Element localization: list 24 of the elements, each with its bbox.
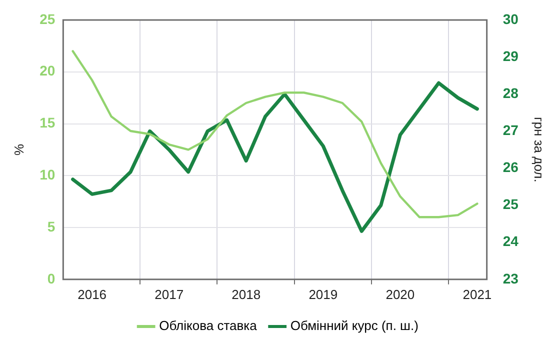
y2-tick-label: 30 (502, 10, 519, 27)
y2-axis-title: грн за дол. (532, 117, 547, 182)
y-tick-label: 0 (47, 270, 56, 286)
y-tick-label: 25 (40, 10, 56, 27)
y2-tick-label: 27 (502, 122, 519, 138)
y2-tick-label: 26 (502, 159, 519, 176)
x-tick-label: 2018 (232, 286, 261, 302)
x-tick-label: 2020 (386, 286, 415, 302)
legend-label: Облікова ставка (159, 318, 258, 334)
y-axis-title: % (11, 143, 26, 156)
y-tick-label: 10 (40, 166, 56, 182)
y2-tick-label: 25 (502, 196, 519, 212)
legend-label: Обмінний курс (п. ш.) (290, 318, 418, 334)
y-tick-label: 5 (47, 218, 56, 234)
x-tick-label: 2016 (78, 286, 107, 302)
y-tick-label: 15 (40, 114, 56, 131)
x-tick-label: 2019 (308, 286, 338, 302)
y2-tick-label: 23 (502, 270, 519, 286)
y2-tick-label: 28 (502, 84, 519, 101)
y2-tick-label: 29 (502, 48, 519, 64)
y-tick-label: 20 (40, 62, 56, 79)
x-tick-label: 2017 (154, 286, 184, 302)
x-tick-label: 2021 (462, 286, 492, 302)
y2-tick-label: 24 (502, 233, 519, 250)
